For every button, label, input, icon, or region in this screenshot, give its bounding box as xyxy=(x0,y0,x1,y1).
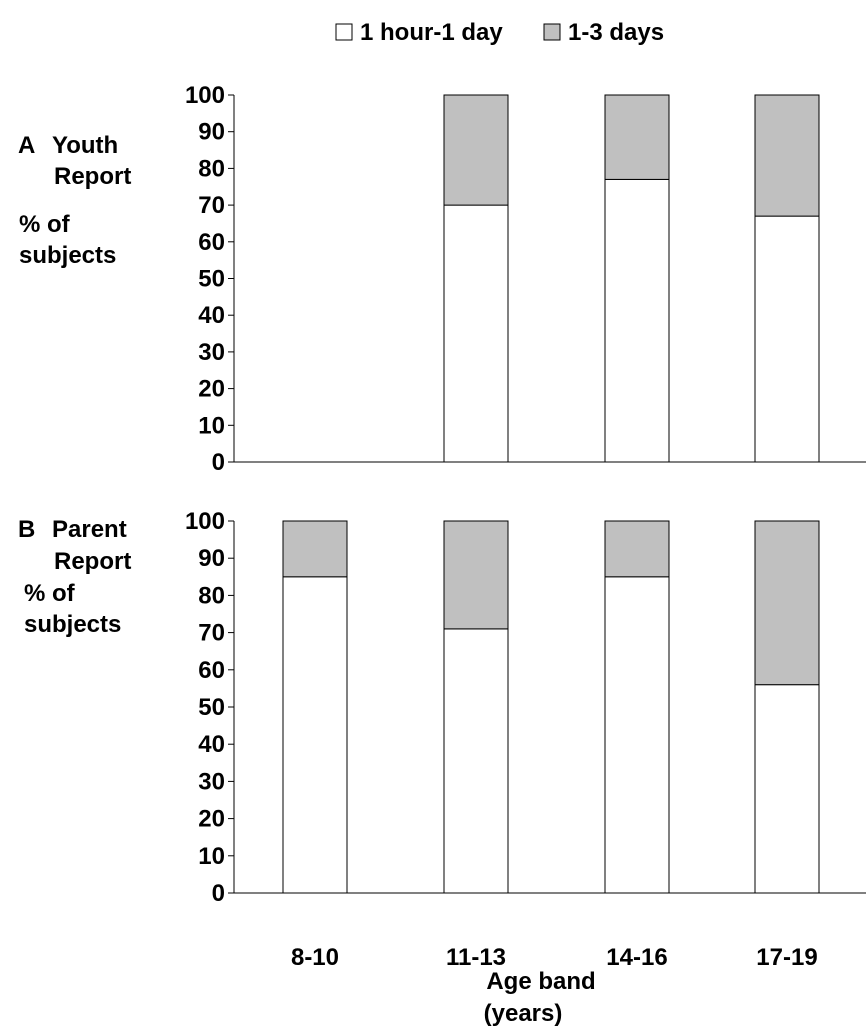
x-tick-label-14-16: 14-16 xyxy=(606,944,667,971)
panel-b-labels: B Parent Report % of subjects xyxy=(18,516,131,638)
panel-a-ylabel-line1: % of xyxy=(19,211,71,238)
panel-a-labels: A Youth Report % of subjects xyxy=(18,132,131,269)
legend-swatch-1-3-days xyxy=(543,23,561,41)
legend-swatch-1-hour-1-day xyxy=(335,23,353,41)
panel-b-y-tick-label: 0 xyxy=(212,880,225,907)
panel-b-bar-8-10-1-hour-1-day xyxy=(282,576,348,894)
panel-a-bar-14-16-1-hour-1-day xyxy=(604,178,670,463)
x-tick-label-8-10: 8-10 xyxy=(291,944,339,971)
x-axis-label-line2: (years) xyxy=(484,1000,563,1027)
panel-b-bar-11-13-1-hour-1-day xyxy=(443,628,509,894)
panel-a-y-tick-label: 20 xyxy=(198,376,225,403)
panel-b-y-tick-label: 30 xyxy=(198,768,225,795)
legend-label-1-hour-1-day: 1 hour-1 day xyxy=(360,19,503,46)
panel-a-y-tick-label: 90 xyxy=(198,119,225,146)
panel-a-bar-17-19-1-3-days xyxy=(754,94,820,217)
panel-a-y-tick-label: 70 xyxy=(198,192,225,219)
legend: 1 hour-1 day 1-3 days xyxy=(335,19,664,46)
panel-b-y-tick-label: 70 xyxy=(198,620,225,647)
panel-b-bar-14-16-1-3-days xyxy=(604,520,670,578)
x-axis-label-line1: Age band xyxy=(486,968,595,995)
panel-a-y-tick-label: 50 xyxy=(198,266,225,293)
panel-b-title-line2: Report xyxy=(54,548,131,575)
panel-a-y-tick-label: 80 xyxy=(198,155,225,182)
panel-b-bar-17-19-1-hour-1-day xyxy=(754,684,820,894)
panel-b-title-line1: Parent xyxy=(52,516,127,543)
panel-a-y-tick-label: 30 xyxy=(198,339,225,366)
panel-b-y-tick-label: 10 xyxy=(198,843,225,870)
panel-a-plot: 0 10 20 30 40 50 60 70 80 90 100 xyxy=(185,82,866,476)
panel-a-y-tick-label: 10 xyxy=(198,412,225,439)
x-tick-label-11-13: 11-13 xyxy=(446,944,506,971)
panel-a-letter: A xyxy=(18,132,35,159)
panel-b-y-tick-label: 40 xyxy=(198,731,225,758)
panel-b-plot: 0 10 20 30 40 50 60 70 80 90 100 8-10 11-13 14-16 17-1… xyxy=(185,508,866,971)
panel-b-y-tick-label: 80 xyxy=(198,582,225,609)
panel-b-y-tick-label: 50 xyxy=(198,694,225,721)
panel-b-bar-17-19-1-3-days xyxy=(754,520,820,686)
x-tick-label-17-19: 17-19 xyxy=(756,944,817,971)
legend-label-1-3-days: 1-3 days xyxy=(568,19,664,46)
panel-b-y-tick-label: 90 xyxy=(198,545,225,572)
panel-b-y-tick-label: 100 xyxy=(185,508,225,535)
panel-b-bar-8-10-1-3-days xyxy=(282,520,348,578)
panel-a-bar-11-13-1-hour-1-day xyxy=(443,204,509,463)
panel-a-y-tick-label: 60 xyxy=(198,229,225,256)
panel-a-title-line1: Youth xyxy=(52,132,118,159)
panel-a-title-line2: Report xyxy=(54,163,131,190)
panel-a-y-tick-label: 40 xyxy=(198,302,225,329)
panel-a-y-tick-label: 100 xyxy=(185,82,225,109)
panel-b-y-tick-label: 20 xyxy=(198,806,225,833)
panel-b-y-tick-label: 60 xyxy=(198,657,225,684)
panel-a-bar-14-16-1-3-days xyxy=(604,94,670,180)
panel-a-bar-17-19-1-hour-1-day xyxy=(754,215,820,463)
panel-a-ylabel-line2: subjects xyxy=(19,242,116,269)
panel-b-ylabel-line1: % of xyxy=(24,580,76,607)
panel-a-bar-11-13-1-3-days xyxy=(443,94,509,206)
panel-b-letter: B xyxy=(18,516,35,543)
panel-a-y-tick-label: 0 xyxy=(212,449,225,476)
panel-b-bar-14-16-1-hour-1-day xyxy=(604,576,670,894)
panel-b-bar-11-13-1-3-days xyxy=(443,520,509,630)
panel-b-ylabel-line2: subjects xyxy=(24,611,121,638)
